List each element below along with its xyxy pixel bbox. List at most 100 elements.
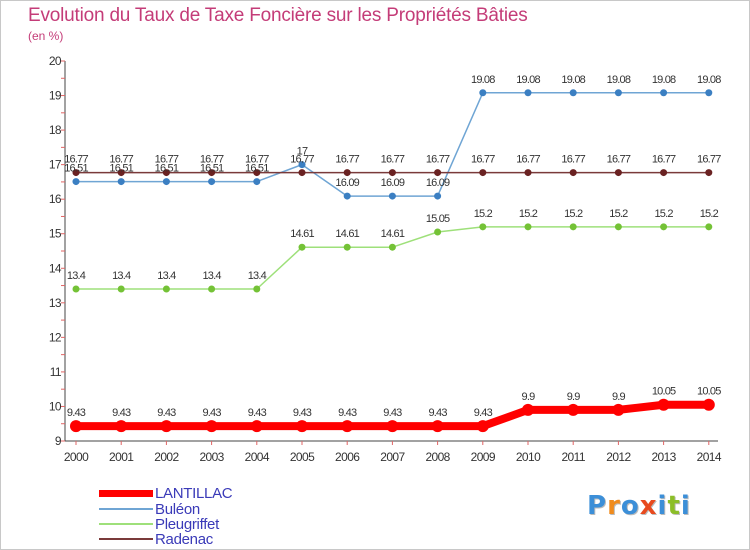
data-point-lantillac (115, 420, 128, 433)
x-tick-label: 2003 (199, 450, 224, 464)
data-label-radenac: 16.77 (697, 154, 721, 166)
data-label-pleugriffet: 13.4 (248, 270, 267, 282)
data-label-radenac: 16.77 (335, 154, 359, 166)
x-tick-label: 2011 (561, 450, 585, 464)
y-tick-label: 19 (49, 89, 62, 103)
legend-label-buleon: Buléon (155, 500, 200, 518)
data-label-radenac: 16.77 (200, 154, 224, 166)
data-point-lantillac (70, 420, 82, 433)
legend-item-buleon: Buléon (99, 500, 200, 518)
data-point-buleon (72, 178, 80, 186)
logo-letter: x (639, 491, 658, 521)
data-point-buleon (660, 89, 668, 97)
data-point-buleon (343, 192, 351, 200)
data-point-radenac (253, 169, 261, 177)
data-label-buleon: 19.08 (471, 74, 495, 86)
data-point-buleon (208, 178, 216, 186)
data-label-radenac: 16.77 (561, 154, 585, 166)
data-label-lantillac: 9.43 (248, 407, 267, 419)
x-tick-label: 2002 (154, 450, 179, 464)
data-label-lantillac: 9.43 (474, 407, 493, 419)
data-label-buleon: 19.08 (516, 74, 540, 86)
x-tick-label: 2006 (335, 450, 360, 464)
chart-data-labels: 16.77 16.77 16.77 16.77 16.77 16.77 16.77 16.77… (64, 74, 722, 419)
data-point-lantillac (522, 403, 534, 416)
data-point-buleon (253, 178, 261, 186)
y-tick-label: 20 (49, 54, 62, 68)
legend-label-radenac: Radenac (155, 530, 213, 548)
data-point-pleugriffet (660, 223, 668, 231)
data-label-lantillac: 9.9 (522, 391, 536, 403)
y-tick-label: 9 (55, 434, 62, 448)
proxiti-logo: Proxiti (587, 491, 691, 521)
data-point-pleugriffet (388, 243, 396, 251)
x-tick-label: 2004 (245, 450, 270, 464)
data-label-lantillac: 9.9 (612, 391, 626, 403)
data-point-buleon (434, 192, 442, 200)
data-point-radenac (388, 169, 396, 177)
x-tick-label: 2005 (290, 450, 315, 464)
data-label-pleugriffet: 13.4 (112, 270, 131, 282)
data-point-radenac (208, 169, 216, 177)
data-point-pleugriffet (343, 243, 351, 251)
data-label-radenac: 16.77 (64, 154, 88, 166)
y-tick-label: 17 (49, 158, 62, 172)
data-point-radenac (434, 169, 442, 177)
x-tick-label: 2014 (697, 450, 722, 464)
data-label-radenac: 16.77 (607, 154, 631, 166)
data-label-buleon: 16.51 (155, 163, 179, 175)
data-point-lantillac (386, 420, 399, 433)
data-label-buleon: 16.51 (64, 163, 88, 175)
data-point-pleugriffet (253, 285, 261, 293)
data-label-lantillac: 9.43 (202, 407, 221, 419)
data-point-lantillac (657, 398, 670, 411)
data-label-pleugriffet: 15.2 (519, 208, 538, 220)
legend-label-pleugriffet: Pleugriffet (155, 515, 219, 533)
y-tick-label: 13 (49, 296, 62, 310)
data-label-radenac: 16.77 (426, 154, 450, 166)
data-point-radenac (72, 169, 80, 177)
data-label-lantillac: 9.43 (293, 407, 312, 419)
data-label-lantillac: 9.43 (338, 407, 357, 419)
data-point-lantillac (250, 420, 263, 433)
data-label-lantillac: 9.43 (428, 407, 447, 419)
data-point-pleugriffet (434, 228, 442, 236)
data-point-lantillac (205, 420, 218, 433)
logo-letter: P (587, 491, 608, 521)
data-point-buleon (117, 178, 125, 186)
data-label-buleon: 16.09 (335, 177, 359, 189)
data-point-pleugriffet (614, 223, 622, 231)
x-tick-label: 2013 (651, 450, 676, 464)
data-point-radenac (524, 169, 532, 177)
x-tick-label: 2001 (109, 450, 134, 464)
logo-letter: t (667, 491, 681, 521)
data-point-lantillac (341, 420, 354, 433)
x-tick-label: 2009 (471, 450, 496, 464)
data-point-pleugriffet (72, 285, 80, 293)
data-label-pleugriffet: 15.2 (700, 208, 719, 220)
data-label-radenac: 16.77 (471, 154, 495, 166)
y-tick-label: 14 (49, 261, 62, 275)
data-point-buleon (569, 89, 577, 97)
data-label-buleon: 16.51 (200, 163, 224, 175)
data-label-pleugriffet: 14.61 (290, 228, 314, 240)
data-label-radenac: 16.77 (290, 154, 314, 166)
data-point-lantillac (431, 420, 444, 433)
legend-item-lantillac: LANTILLAC (99, 485, 233, 502)
data-label-pleugriffet: 15.05 (426, 213, 450, 225)
data-point-buleon (479, 89, 487, 97)
data-point-radenac (298, 169, 306, 177)
data-label-buleon: 19.08 (697, 74, 721, 86)
data-point-pleugriffet (569, 223, 577, 231)
data-label-pleugriffet: 13.4 (67, 270, 86, 282)
data-point-buleon (162, 178, 170, 186)
data-point-radenac (479, 169, 487, 177)
legend-swatch-radenac (99, 538, 153, 540)
data-point-pleugriffet (479, 223, 487, 231)
data-point-lantillac (567, 403, 580, 416)
legend-swatch-buleon (99, 508, 153, 510)
y-tick-label: 11 (50, 365, 62, 379)
chart-series-layer (70, 89, 715, 433)
y-tick-label: 12 (49, 330, 62, 344)
